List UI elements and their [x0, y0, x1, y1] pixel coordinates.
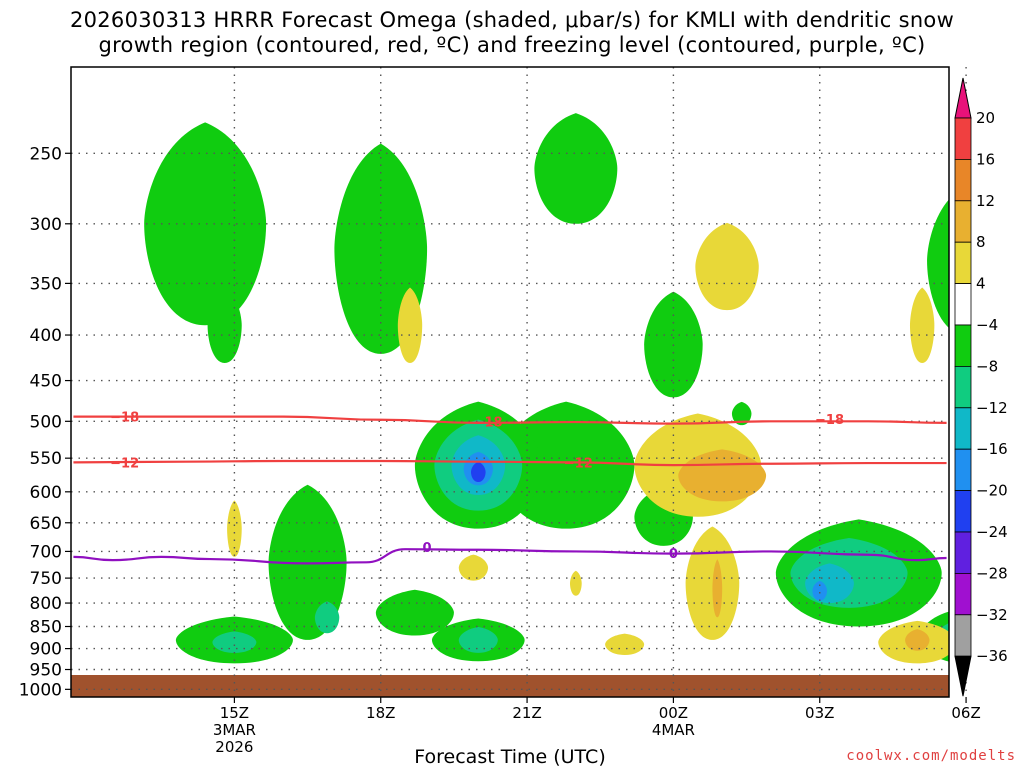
- colorbar-label-0: 20: [976, 109, 995, 127]
- colorbar-label-13: −36: [976, 647, 1008, 665]
- omega-region-24: [212, 631, 257, 653]
- contour-label-3: −12: [110, 456, 139, 471]
- x-tick-year-15Z: 2026: [215, 738, 253, 756]
- y-tick-label-350: 350: [30, 274, 62, 294]
- colorbar-label-3: 8: [976, 233, 986, 251]
- colorbar-cell-1: [954, 117, 972, 160]
- omega-region-1: [207, 287, 242, 363]
- colorbar-label-1: 16: [976, 150, 995, 168]
- colorbar-cell-10: [954, 490, 972, 533]
- omega-region-33: [695, 222, 759, 311]
- y-tick-label-550: 550: [30, 449, 62, 469]
- y-tick-label-1000: 1000: [19, 680, 62, 700]
- chart-title-line-2: growth region (contoured, red, ºC) and f…: [98, 33, 926, 57]
- y-tick-label-450: 450: [30, 372, 62, 392]
- colorbar-label-10: −24: [976, 523, 1008, 541]
- x-tick-label-06Z: 06Z: [951, 704, 980, 722]
- credit-link[interactable]: coolwx.com/modelts: [846, 748, 1016, 764]
- omega-region-38: [227, 500, 242, 557]
- y-tick-label-950: 950: [30, 661, 62, 681]
- omega-region-41: [605, 633, 645, 655]
- y-tick-label-800: 800: [30, 594, 62, 614]
- colorbar-label-4: 4: [976, 275, 986, 293]
- chart-title-line-1: 2026030313 HRRR Forecast Omega (shaded, …: [69, 8, 955, 32]
- omega-region-26: [375, 589, 454, 636]
- x-axis-label: Forecast Time (UTC): [414, 746, 606, 768]
- omega-region-12: [731, 401, 752, 426]
- omega-region-30: [678, 449, 767, 502]
- colorbar-cell-3: [954, 200, 972, 243]
- omega-region-0: [144, 122, 267, 326]
- contour-label-2: −18: [815, 413, 844, 428]
- x-tick-label-18Z: 18Z: [366, 704, 395, 722]
- colorbar-label-6: −8: [976, 357, 998, 375]
- y-tick-label-650: 650: [30, 514, 62, 534]
- colorbar-cell-5: [954, 283, 972, 326]
- contour-line-1: [73, 459, 947, 467]
- colorbar-label-8: −16: [976, 440, 1008, 458]
- omega-region-10: [470, 461, 486, 483]
- x-tick-date-15Z: 3MAR: [213, 721, 256, 739]
- omega-region-34: [397, 287, 423, 363]
- colorbar-cell-2: [954, 158, 972, 202]
- contour-line-0: [73, 415, 947, 425]
- omega-region-31: [685, 526, 740, 640]
- y-tick-label-900: 900: [30, 640, 62, 660]
- colorbar-top-arrow: [954, 77, 972, 119]
- y-tick-label-400: 400: [30, 326, 62, 346]
- omega-region-25: [314, 601, 340, 634]
- omega-region-28: [458, 626, 498, 653]
- colorbar-label-12: −32: [976, 606, 1008, 624]
- y-axis: 250 300 350 400 450 500 550 600 650 700 750 800 850 9…: [19, 144, 71, 700]
- colorbar-cell-8: [954, 407, 972, 450]
- omega-region-37: [905, 629, 930, 651]
- colorbar-cell-4: [954, 241, 972, 284]
- colorbar-bottom-arrow: [954, 655, 972, 697]
- y-tick-label-750: 750: [30, 569, 62, 589]
- x-tick-label-00Z: 00Z: [659, 704, 688, 722]
- omega-region-20: [927, 199, 949, 328]
- omega-region-3: [534, 113, 618, 224]
- x-tick-label-03Z: 03Z: [805, 704, 834, 722]
- colorbar-label-5: −4: [976, 316, 998, 334]
- y-tick-label-700: 700: [30, 542, 62, 562]
- omega-shading: [144, 113, 949, 664]
- omega-region-40: [458, 554, 489, 581]
- contour-label-4: −12: [564, 456, 593, 471]
- omega-region-32: [712, 559, 723, 618]
- x-tick-label-15Z: 15Z: [220, 704, 249, 722]
- colorbar-label-9: −20: [976, 482, 1008, 500]
- ground-surface: [71, 675, 949, 697]
- contour-label-6: 0: [669, 547, 678, 562]
- plot-frame: [70, 66, 950, 698]
- colorbar-cell-7: [954, 365, 972, 409]
- colorbar-label-7: −12: [976, 399, 1008, 417]
- contour-label-5: 0: [423, 541, 432, 556]
- y-tick-label-500: 500: [30, 412, 62, 432]
- omega-region-35: [909, 287, 935, 363]
- colorbar-cell-9: [954, 448, 972, 492]
- y-tick-label-300: 300: [30, 215, 62, 235]
- colorbar-cell-11: [954, 531, 972, 574]
- temperature-contours: [73, 415, 947, 565]
- colorbar-cell-6: [954, 324, 972, 367]
- y-tick-label-250: 250: [30, 144, 62, 164]
- omega-region-16: [812, 580, 828, 601]
- y-tick-label-600: 600: [30, 483, 62, 503]
- contour-labels: −18 −18 −18 −12 −12 0 0: [110, 411, 844, 562]
- x-tick-date-00Z: 4MAR: [652, 721, 695, 739]
- colorbar-label-11: −28: [976, 564, 1008, 582]
- colorbar-cell-13: [954, 614, 972, 657]
- y-tick-label-850: 850: [30, 617, 62, 637]
- colorbar-cell-12: [954, 573, 972, 616]
- contour-label-1: −18: [474, 415, 503, 430]
- colorbar: 20 16 12 8 4 −4 −8 −12 −16 −20 −24 −28 −32 −36: [954, 77, 1008, 697]
- contour-line-2: [73, 548, 947, 565]
- contour-label-0: −18: [110, 411, 139, 426]
- colorbar-label-2: 12: [976, 192, 995, 210]
- omega-region-42: [569, 570, 582, 596]
- x-tick-label-21Z: 21Z: [512, 704, 541, 722]
